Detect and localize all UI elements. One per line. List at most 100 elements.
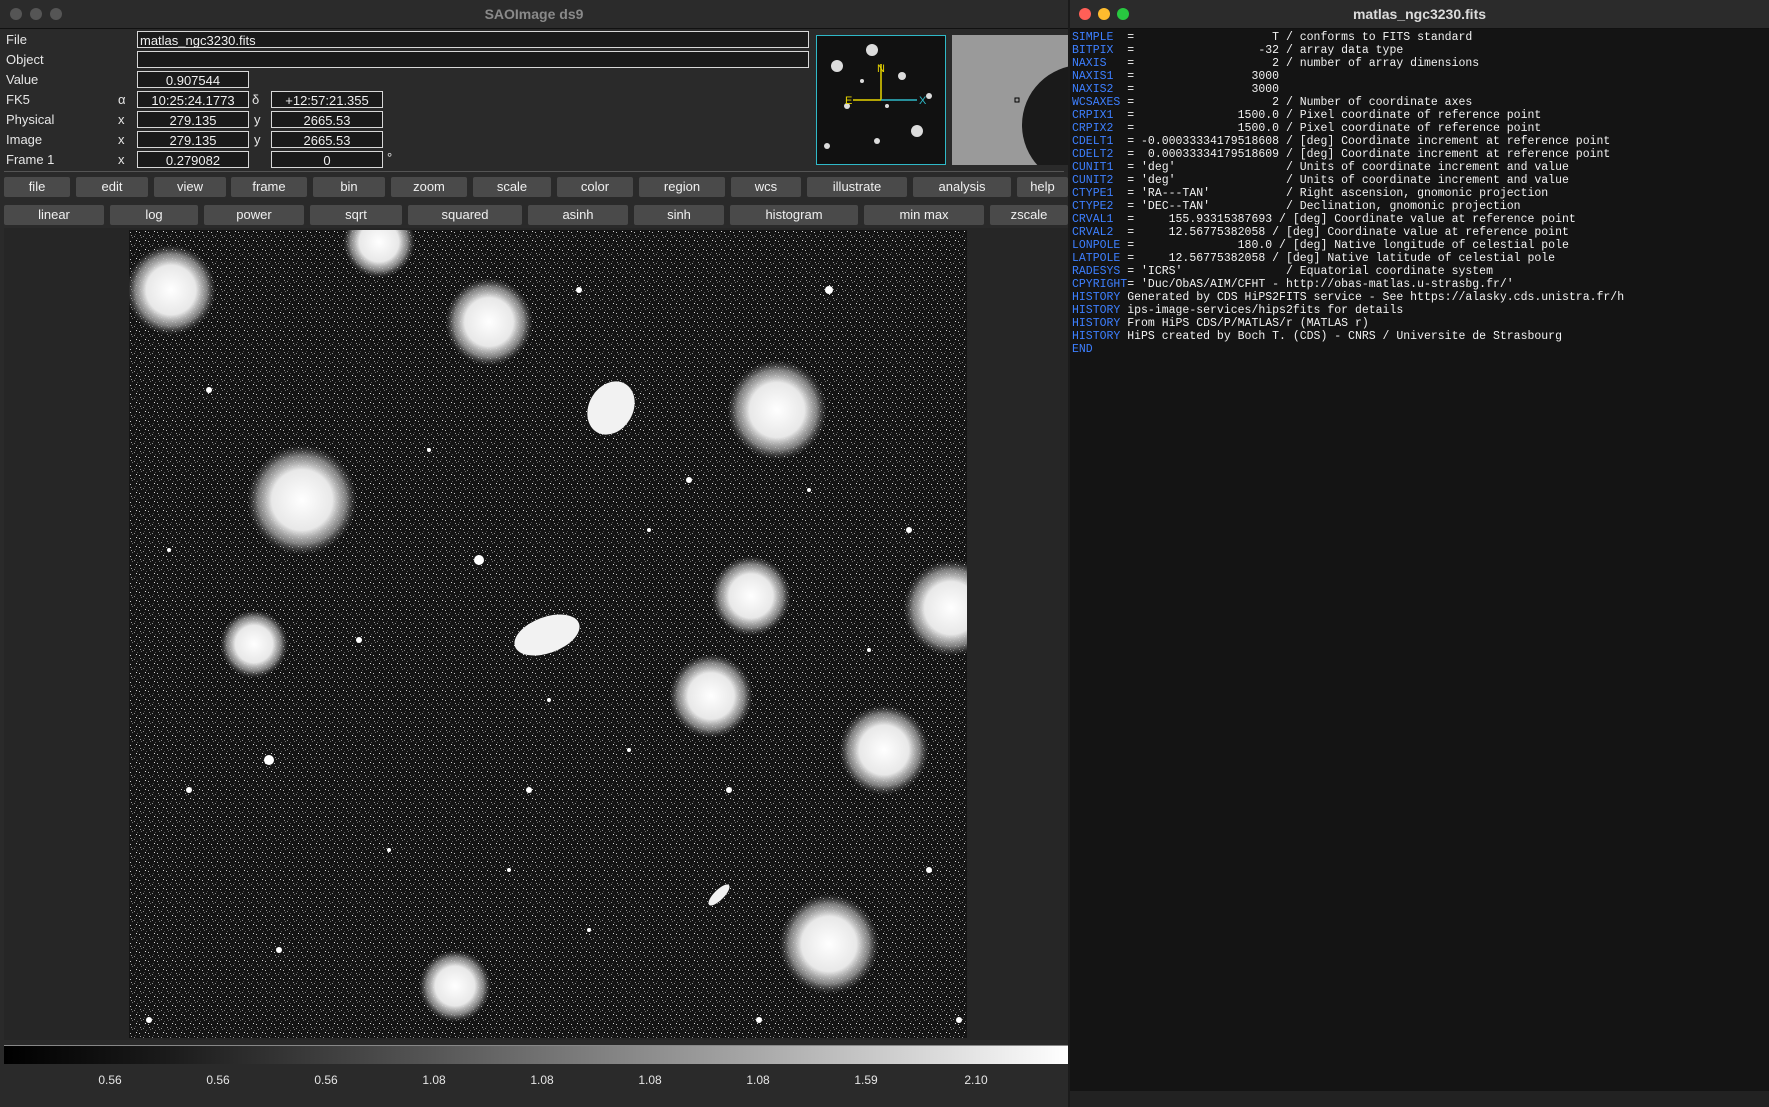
illustrate-menu-button[interactable]: illustrate [807, 177, 907, 197]
header-value: = 'Duc/ObAS/AIM/CFHT - http://obas-matla… [1127, 278, 1514, 291]
scale-sqrt-button[interactable]: sqrt [310, 205, 402, 225]
colorbar-tick: 1.08 [422, 1073, 446, 1087]
fk5-delta-field[interactable]: +12:57:21.355 [271, 91, 383, 108]
header-line: CTYPE1 = 'RA---TAN' / Right ascension, g… [1072, 187, 1548, 200]
header-line: LONPOLE = 180.0 / [deg] Native longitude… [1072, 239, 1569, 252]
ds9-titlebar[interactable]: SAOImage ds9 [0, 0, 1068, 29]
fits-header-window: matlas_ngc3230.fits SIMPLE = T / conform… [1070, 0, 1769, 1107]
physical-y-symbol: y [254, 112, 261, 127]
fits-image[interactable] [129, 230, 967, 1038]
minimize-window-button[interactable] [1098, 8, 1110, 20]
file-label: File [6, 32, 27, 47]
frame-angle-field[interactable]: 0 [271, 151, 383, 168]
colorbar-tick: 1.08 [746, 1073, 770, 1087]
physical-y-field[interactable]: 2665.53 [271, 111, 383, 128]
fk5-alpha-field[interactable]: 10:25:24.1773 [137, 91, 249, 108]
scale-asinh-button[interactable]: asinh [528, 205, 628, 225]
header-line: CUNIT1 = 'deg' / Units of coordinate inc… [1072, 161, 1569, 174]
scale-linear-button[interactable]: linear [4, 205, 104, 225]
header-keyword: NAXIS1 [1072, 70, 1128, 83]
object-field[interactable] [137, 51, 809, 68]
image-y-symbol: y [254, 132, 261, 147]
header-line: SIMPLE = T / conforms to FITS standard [1072, 31, 1472, 44]
header-keyword: END [1072, 343, 1093, 356]
scale-sinh-button[interactable]: sinh [634, 205, 724, 225]
scale-histogram-button[interactable]: histogram [730, 205, 858, 225]
header-keyword: CDELT2 [1072, 148, 1128, 161]
colorbar[interactable] [4, 1045, 1068, 1064]
header-keyword: HISTORY [1072, 291, 1128, 304]
colorbar-tick: 1.08 [638, 1073, 662, 1087]
frame-menu-button[interactable]: frame [231, 177, 307, 197]
region-menu-button[interactable]: region [639, 177, 725, 197]
header-keyword: CDELT1 [1072, 135, 1128, 148]
zoom-menu-button[interactable]: zoom [391, 177, 467, 197]
physical-x-field[interactable]: 279.135 [137, 111, 249, 128]
frame-zoom-field[interactable]: 0.279082 [137, 151, 249, 168]
header-line: CPYRIGHT= 'Duc/ObAS/AIM/CFHT - http://ob… [1072, 278, 1514, 291]
header-line: NAXIS1 = 3000 [1072, 70, 1279, 83]
wcs-menu-button[interactable]: wcs [731, 177, 801, 197]
file-menu-button[interactable]: file [4, 177, 70, 197]
header-keyword: NAXIS2 [1072, 83, 1128, 96]
panner-view[interactable]: N E X [817, 36, 945, 164]
close-window-button[interactable] [10, 8, 22, 20]
scale-log-button[interactable]: log [110, 205, 198, 225]
header-value: = -0.00033334179518608 / [deg] Coordinat… [1127, 135, 1611, 148]
scale-squared-button[interactable]: squared [408, 205, 522, 225]
header-keyword: RADESYS [1072, 265, 1128, 278]
galaxies [514, 381, 730, 906]
color-menu-button[interactable]: color [557, 177, 633, 197]
close-window-button[interactable] [1079, 8, 1091, 20]
header-keyword: CRVAL2 [1072, 226, 1128, 239]
header-line: HISTORY HiPS created by Boch T. (CDS) - … [1072, 330, 1562, 343]
header-titlebar[interactable]: matlas_ngc3230.fits [1070, 0, 1769, 29]
header-value: From HiPS CDS/P/MATLAS/r (MATLAS r) [1127, 317, 1369, 330]
bin-menu-button[interactable]: bin [313, 177, 385, 197]
header-keyword: LONPOLE [1072, 239, 1128, 252]
panner[interactable]: N E X [816, 35, 946, 165]
colorbar-tick: 1.08 [530, 1073, 554, 1087]
header-value: = 3000 [1127, 83, 1280, 96]
header-line: CDELT2 = 0.00033334179518609 / [deg] Coo… [1072, 148, 1610, 161]
header-line: WCSAXES = 2 / Number of coordinate axes [1072, 96, 1472, 109]
header-keyword: WCSAXES [1072, 96, 1128, 109]
header-value: = 2 / Number of coordinate axes [1127, 96, 1473, 109]
header-line: NAXIS2 = 3000 [1072, 83, 1279, 96]
analysis-menu-button[interactable]: analysis [913, 177, 1011, 197]
panner-stars [824, 44, 932, 149]
zoom-window-button[interactable] [1117, 8, 1129, 20]
header-value: = 1500.0 / Pixel coordinate of reference… [1127, 109, 1542, 122]
horizontal-scrollbar[interactable] [1070, 1091, 1769, 1107]
help-menu-button[interactable]: help [1017, 177, 1068, 197]
header-value: = 12.56775382058 / [deg] Coordinate valu… [1127, 226, 1569, 239]
scale-power-button[interactable]: power [204, 205, 304, 225]
image-x-symbol: x [118, 132, 125, 147]
header-line: CRVAL1 = 155.93315387693 / [deg] Coordin… [1072, 213, 1576, 226]
minimize-window-button[interactable] [30, 8, 42, 20]
panner-north-label: N [877, 63, 885, 75]
header-line: LATPOLE = 12.56775382058 / [deg] Native … [1072, 252, 1555, 265]
image-y-field[interactable]: 2665.53 [271, 131, 383, 148]
zoom-window-button[interactable] [50, 8, 62, 20]
header-value: = 1500.0 / Pixel coordinate of reference… [1127, 122, 1542, 135]
image-frame[interactable] [4, 228, 1068, 1040]
image-x-field[interactable]: 279.135 [137, 131, 249, 148]
edit-menu-button[interactable]: edit [76, 177, 148, 197]
colorbar-tick: 2.10 [964, 1073, 988, 1087]
header-keyword: HISTORY [1072, 304, 1128, 317]
view-menu-button[interactable]: view [154, 177, 226, 197]
header-value: = 3000 [1127, 70, 1280, 83]
scale-zscale-button[interactable]: zscale [990, 205, 1068, 225]
scale-menu-button[interactable]: scale [473, 177, 551, 197]
header-line: CDELT1 = -0.00033334179518608 / [deg] Co… [1072, 135, 1610, 148]
file-field[interactable]: matlas_ngc3230.fits [137, 31, 809, 48]
ds9-window-title: SAOImage ds9 [484, 6, 584, 22]
header-line: CRVAL2 = 12.56775382058 / [deg] Coordina… [1072, 226, 1569, 239]
value-field[interactable]: 0.907544 [137, 71, 249, 88]
bright-star-halos [129, 230, 967, 1022]
header-keyword: CRVAL1 [1072, 213, 1128, 226]
scale-minmax-button[interactable]: min max [864, 205, 984, 225]
panner-x-label: X [919, 95, 927, 107]
magnifier [952, 35, 1068, 165]
